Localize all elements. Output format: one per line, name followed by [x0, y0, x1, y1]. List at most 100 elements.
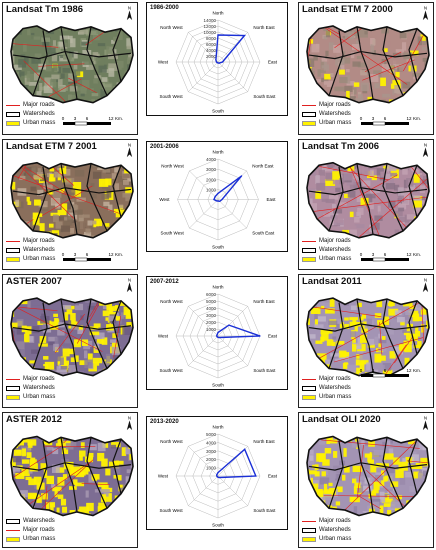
- terrain-patch: [388, 490, 395, 499]
- terrain-patch: [38, 63, 47, 70]
- terrain-patch: [362, 180, 371, 186]
- terrain-patch: [344, 21, 348, 25]
- terrain-patch: [100, 229, 106, 235]
- urban-patch: [433, 344, 434, 352]
- terrain-patch: [89, 25, 97, 32]
- urban-patch: [11, 298, 15, 299]
- terrain-patch: [60, 370, 68, 376]
- scale-bar: 0 3 6 12 Km.: [359, 251, 433, 266]
- radar-tick-label: 8000: [206, 36, 217, 41]
- region-outline: [10, 297, 134, 377]
- major-road: [406, 460, 429, 464]
- map-legend: Major roads Watersheds Urban mass: [6, 375, 55, 402]
- terrain-patch: [15, 84, 20, 90]
- road-swatch: [302, 240, 316, 242]
- major-road: [314, 165, 389, 181]
- terrain-patch: [316, 182, 326, 191]
- terrain-patch: [406, 178, 414, 187]
- terrain-patch: [422, 295, 427, 299]
- legend-roads-label: Major roads: [319, 376, 351, 382]
- terrain-patch: [354, 224, 365, 229]
- terrain-patch: [300, 95, 306, 100]
- urban-patch: [10, 425, 16, 432]
- terrain-patch: [51, 53, 58, 62]
- radar-point: [216, 334, 218, 336]
- terrain-patch: [318, 510, 324, 516]
- major-road: [13, 175, 120, 214]
- urban-patch: [55, 443, 64, 447]
- terrain-patch: [307, 162, 308, 168]
- terrain-patch: [62, 304, 72, 310]
- urban-patch: [307, 39, 314, 44]
- terrain-patch: [102, 305, 108, 310]
- urban-patch: [66, 385, 71, 391]
- urban-patch: [342, 229, 350, 234]
- terrain-patch: [411, 231, 416, 238]
- terrain-patch: [86, 20, 90, 25]
- terrain-patch: [356, 56, 364, 60]
- terrain-patch: [320, 59, 325, 69]
- terrain-patch: [400, 425, 404, 432]
- urban-patch: [97, 523, 102, 528]
- urban-patch: [74, 482, 85, 487]
- terrain-patch: [4, 224, 11, 233]
- urban-patch: [355, 359, 365, 366]
- terrain-patch: [18, 92, 27, 100]
- watershed-boundary: [60, 298, 78, 373]
- major-road: [11, 445, 63, 484]
- terrain-patch: [91, 522, 101, 529]
- scale-tick-label: 12: [108, 116, 114, 121]
- urban-patch: [307, 445, 309, 455]
- terrain-patch: [325, 172, 335, 181]
- terrain-patch: [84, 179, 90, 188]
- terrain-patch: [111, 173, 117, 179]
- legend-roads-label: Major roads: [319, 518, 351, 524]
- terrain-patch: [80, 93, 85, 97]
- terrain-patch: [106, 510, 111, 516]
- urban-patch: [328, 329, 333, 334]
- map-title: Landsat ETM 7 2000: [302, 4, 393, 15]
- radar-category-label: South West: [159, 368, 183, 373]
- urban-patch: [307, 445, 309, 449]
- terrain-patch: [423, 500, 429, 509]
- major-road: [308, 195, 429, 213]
- terrain-patch: [132, 242, 138, 248]
- urban-patch: [100, 494, 107, 503]
- urban-patch: [132, 480, 133, 485]
- terrain-patch: [82, 214, 90, 218]
- terrain-patch: [41, 91, 46, 100]
- terrain-patch: [90, 193, 97, 199]
- urban-patch: [421, 298, 428, 306]
- terrain-patch: [323, 80, 333, 87]
- terrain-patch: [93, 53, 100, 58]
- urban-patch: [411, 465, 420, 470]
- terrain-patch: [380, 155, 389, 161]
- terrain-patch: [78, 214, 84, 223]
- radar-category-label: North East: [252, 163, 274, 168]
- terrain-patch: [70, 162, 80, 164]
- urban-patch: [423, 77, 429, 84]
- urban-patch: [38, 343, 48, 347]
- urban-patch: [102, 430, 110, 434]
- urban-patch: [50, 503, 54, 513]
- terrain-patch: [3, 203, 6, 212]
- terrain-patch: [323, 35, 328, 40]
- urban-patch: [415, 326, 419, 332]
- terrain-patch: [40, 316, 50, 324]
- urban-patch: [130, 483, 133, 491]
- urban-patch: [407, 157, 417, 161]
- urban-swatch: [302, 536, 316, 542]
- radar-axis: [188, 475, 219, 506]
- urban-patch: [386, 244, 394, 247]
- terrain-patch: [378, 339, 387, 344]
- terrain-patch: [117, 108, 126, 114]
- terrain-patch: [128, 53, 133, 60]
- terrain-patch: [122, 216, 131, 222]
- terrain-patch: [374, 83, 380, 89]
- scale-tick-label: 12: [108, 252, 114, 257]
- radar-tick-label: 1000: [206, 466, 217, 471]
- urban-patch: [428, 357, 429, 364]
- major-road: [359, 175, 429, 238]
- urban-patch: [21, 300, 28, 305]
- terrain-patch: [122, 327, 131, 336]
